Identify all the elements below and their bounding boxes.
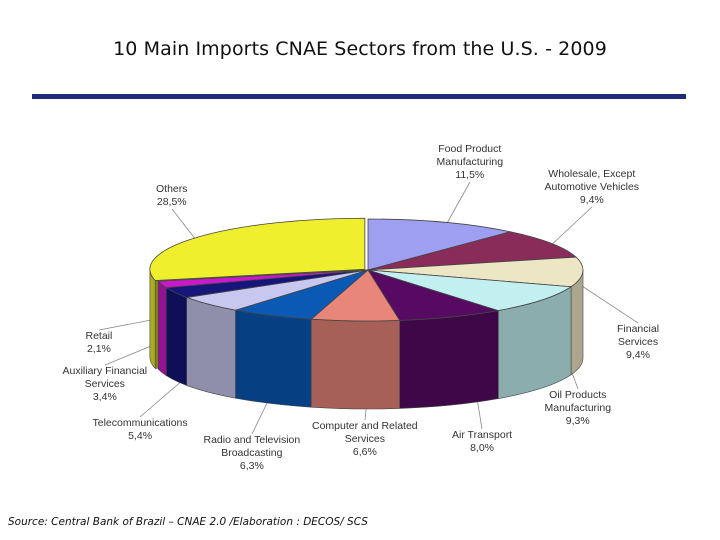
slice-label-line: Food Product [438,143,502,155]
chart-title: 10 Main Imports CNAE Sectors from the U.… [113,38,607,60]
slice-label-line: Wholesale, Except [548,168,636,180]
slice-label-food-product-manufacturing: Food Product Manufacturing 11,5% [437,143,504,182]
slice-label-computer-and-related-services: Computer and Related Services 6,6% [312,420,418,459]
pie-tops [149,217,584,322]
slice-label-financial-services: Financial Services 9,4% [617,323,659,362]
pie-slice-financial-services [367,256,584,288]
slice-label-line: Broadcasting [221,447,283,459]
slice-label-line: Radio and Television [203,434,301,446]
leader-line-wholesale-except-automotive-vehicles [547,206,593,249]
slice-label-line: Oil Products [549,389,607,401]
slice-label-line: Others [156,183,188,195]
slice-value: 9,4% [579,194,604,206]
slice-value: 28,5% [156,196,187,208]
slice-label-line: Retail [85,330,113,342]
slice-label-line: Auxiliary Financial [62,365,148,377]
pie-side-retail [157,280,167,377]
slice-label-telecommunications: Telecommunications 5,4% [93,417,188,443]
slice-value: 3,4% [92,391,117,403]
leader-line-food-product-manufacturing [445,181,471,226]
slice-label-others: Others 28,5% [156,183,188,209]
pie-side-telecommunications [186,296,236,399]
pie-slice-air-transport [367,269,499,321]
pie-slice-oil-products-manufacturing [367,269,573,311]
slice-label-line: Telecommunications [92,417,188,429]
slice-label-radio-and-television-broadcasting: Radio and Television Broadcasting 6,3% [204,434,301,473]
pie-side-auxiliary-financial-services [166,287,188,386]
slice-label-line: Financial [617,323,660,335]
source-note: Source: Central Bank of Brazil – CNAE 2.… [8,516,368,528]
slice-label-line: Manufacturing [544,402,612,414]
slice-value: 11,5% [455,169,485,181]
slice-value: 9,4% [626,349,650,361]
slice-label-line: Services [344,433,385,445]
slice-value: 9,3% [565,415,590,427]
slice-label-line: Services [617,336,659,348]
slice-label-retail: Retail 2,1% [86,330,113,356]
slice-label-oil-products-manufacturing: Oil Products Manufacturing 9,3% [545,389,612,428]
slice-label-line: Services [84,378,125,390]
pie-slice-wholesale-except-automotive-vehicles [367,231,577,271]
slice-label-air-transport: Air Transport 8,0% [452,429,512,455]
slice-label-auxiliary-financial-services: Auxiliary Financial Services 3,4% [63,365,148,404]
slice-label-line: Manufacturing [436,156,504,168]
slice-label-line: Automotive Vehicles [544,181,640,193]
slice-value: 6,6% [352,446,377,458]
pie-slice-retail [157,269,369,289]
slice-label-wholesale-except-automotive-vehicles: Wholesale, Except Automotive Vehicles 9,4% [545,168,640,207]
pie-side-others [149,269,156,370]
slice-value: 2,1% [86,343,111,355]
pie-slice-food-product-manufacturing [367,218,511,271]
pie-slice-others [149,217,366,281]
pie-side-radio-and-television-broadcasting [235,309,312,408]
slice-value: 5,4% [128,430,153,442]
slice-value: 8,0% [470,442,495,454]
slice-value: 6,3% [239,460,264,472]
title-divider [32,94,686,99]
leader-line-financial-services [581,285,639,324]
pie-side-computer-and-related-services [310,318,400,410]
pie-side-air-transport [399,310,499,409]
slice-label-line: Air Transport [452,429,513,441]
slice-label-line: Computer and Related [312,420,418,432]
